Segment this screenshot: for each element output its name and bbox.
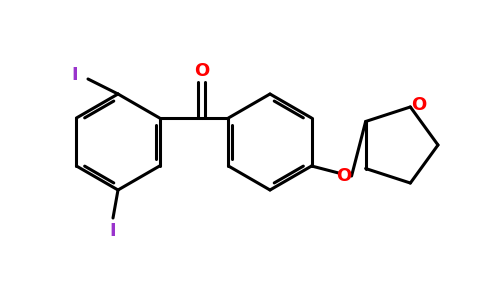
Text: I: I bbox=[110, 222, 116, 240]
Text: O: O bbox=[194, 62, 209, 80]
Text: O: O bbox=[411, 96, 426, 114]
Text: O: O bbox=[336, 167, 351, 185]
Text: I: I bbox=[72, 66, 78, 84]
